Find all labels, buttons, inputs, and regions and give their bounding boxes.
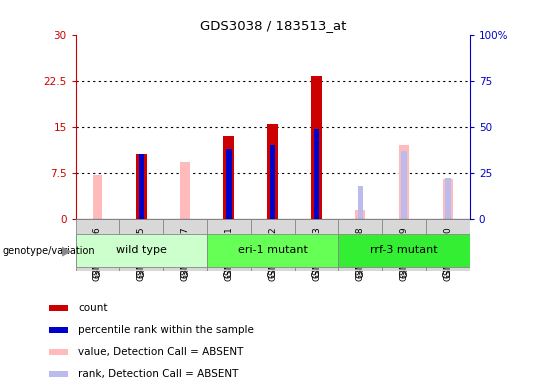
Bar	[270, 145, 275, 219]
Text: eri-1 mutant: eri-1 mutant	[238, 245, 308, 255]
Title: GDS3038 / 183513_at: GDS3038 / 183513_at	[199, 19, 346, 32]
Bar	[226, 149, 232, 219]
Bar	[446, 178, 450, 219]
Text: percentile rank within the sample: percentile rank within the sample	[78, 325, 254, 335]
Bar	[49, 305, 68, 311]
Bar	[311, 76, 322, 219]
Text: wild type: wild type	[116, 245, 167, 255]
Bar	[401, 151, 407, 219]
Bar	[382, 219, 426, 271]
Bar	[136, 154, 147, 219]
Bar	[314, 129, 319, 219]
Bar	[357, 186, 363, 219]
Bar	[139, 154, 144, 219]
FancyBboxPatch shape	[207, 234, 339, 267]
Bar	[119, 219, 163, 271]
Bar	[443, 179, 453, 219]
Bar	[355, 210, 365, 219]
Text: GSM214733: GSM214733	[312, 227, 321, 281]
Text: GSM214729: GSM214729	[400, 227, 409, 281]
Text: genotype/variation: genotype/variation	[3, 245, 96, 256]
Text: value, Detection Call = ABSENT: value, Detection Call = ABSENT	[78, 347, 244, 357]
Text: GSM214716: GSM214716	[93, 227, 102, 281]
Bar	[251, 219, 295, 271]
Bar	[207, 219, 251, 271]
Bar	[339, 219, 382, 271]
Text: ▶: ▶	[62, 244, 72, 257]
Bar	[49, 327, 68, 333]
Text: GSM214731: GSM214731	[225, 227, 233, 281]
Text: GSM214730: GSM214730	[443, 227, 453, 281]
Bar	[163, 219, 207, 271]
Bar	[399, 145, 409, 219]
Bar	[76, 219, 119, 271]
Text: rrf-3 mutant: rrf-3 mutant	[370, 245, 438, 255]
Bar	[49, 371, 68, 377]
Text: count: count	[78, 303, 108, 313]
Bar	[426, 219, 470, 271]
Text: GSM214725: GSM214725	[137, 227, 146, 281]
Text: rank, Detection Call = ABSENT: rank, Detection Call = ABSENT	[78, 369, 239, 379]
Bar	[49, 349, 68, 355]
Bar	[267, 124, 278, 219]
Bar	[180, 162, 190, 219]
Bar	[224, 136, 234, 219]
Bar	[295, 219, 339, 271]
Text: GSM214728: GSM214728	[356, 227, 365, 281]
Text: GSM214732: GSM214732	[268, 227, 277, 281]
FancyBboxPatch shape	[339, 234, 470, 267]
Bar	[93, 175, 102, 219]
Text: GSM214727: GSM214727	[180, 227, 190, 281]
FancyBboxPatch shape	[76, 234, 207, 267]
